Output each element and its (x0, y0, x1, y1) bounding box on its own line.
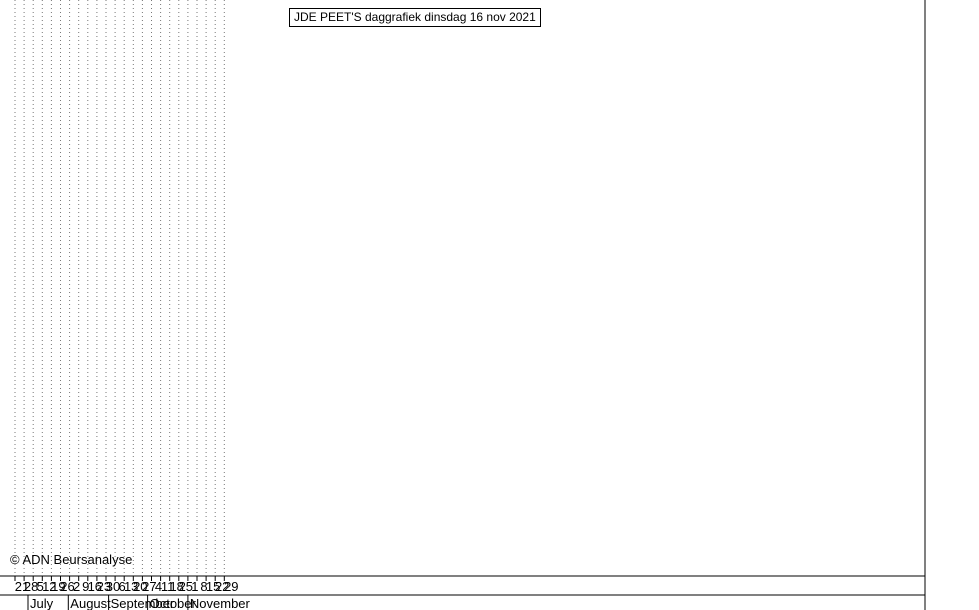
month-label: October (150, 596, 197, 610)
chart-title: JDE PEET'S daggrafiek dinsdag 16 nov 202… (289, 8, 541, 27)
x-tick-label: 4 (155, 579, 162, 594)
x-tick-label: 19 (51, 579, 65, 594)
month-label: July (30, 596, 54, 610)
x-tick-label: 13 (124, 579, 138, 594)
x-tick-label: 22 (215, 579, 229, 594)
x-tick-label: 30 (106, 579, 120, 594)
x-tick-label: 27 (142, 579, 156, 594)
copyright-notice: © ADN Beursanalyse (10, 552, 133, 567)
x-tick-label: 2 (73, 579, 80, 594)
x-tick-label: 21 (15, 579, 29, 594)
x-tick-label: 8 (200, 579, 207, 594)
grid (14, 0, 225, 576)
month-label: September (111, 596, 175, 610)
x-tick-label: 15 (206, 579, 220, 594)
month-label: November (190, 596, 251, 610)
x-tick-label: 9 (82, 579, 89, 594)
x-tick-label: 1 (191, 579, 198, 594)
x-tick-label: 11 (161, 579, 175, 594)
x-tick-label: 28 (24, 579, 38, 594)
x-tick-label: 26 (60, 579, 74, 594)
x-tick-label: 18 (169, 579, 183, 594)
x-tick-label: 20 (133, 579, 147, 594)
x-tick-label: 16 (88, 579, 102, 594)
x-tick-label: 6 (118, 579, 125, 594)
x-tick-label: 5 (37, 579, 44, 594)
month-label: August (70, 596, 111, 610)
x-tick-label: 25 (179, 579, 193, 594)
x-tick-label: 29 (224, 579, 238, 594)
x-tick-label: 12 (42, 579, 56, 594)
x-tick-label: 23 (97, 579, 111, 594)
